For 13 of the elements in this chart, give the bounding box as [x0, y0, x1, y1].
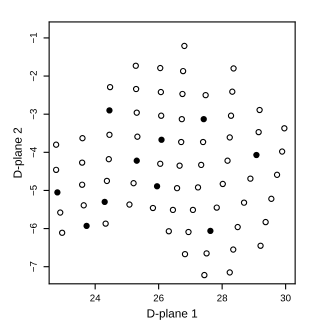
x-tick-label: 26 — [154, 294, 164, 302]
y-tick-label: −6 — [30, 223, 37, 234]
x-tick-label: 30 — [280, 294, 291, 302]
x-tick-label: 24 — [90, 294, 100, 302]
x-tick-label: 28 — [217, 294, 228, 302]
y-tick-label: −2 — [30, 71, 37, 82]
x-axis-title: D-plane 1 — [148, 308, 198, 320]
y-tick-label: −3 — [30, 109, 37, 120]
y-tick-label: −5 — [30, 185, 37, 196]
y-tick-label: −1 — [30, 32, 37, 43]
y-tick-label: −7 — [30, 262, 37, 272]
y-axis-title: D-plane 2 — [13, 128, 24, 178]
y-tick-label: −4 — [30, 147, 37, 158]
